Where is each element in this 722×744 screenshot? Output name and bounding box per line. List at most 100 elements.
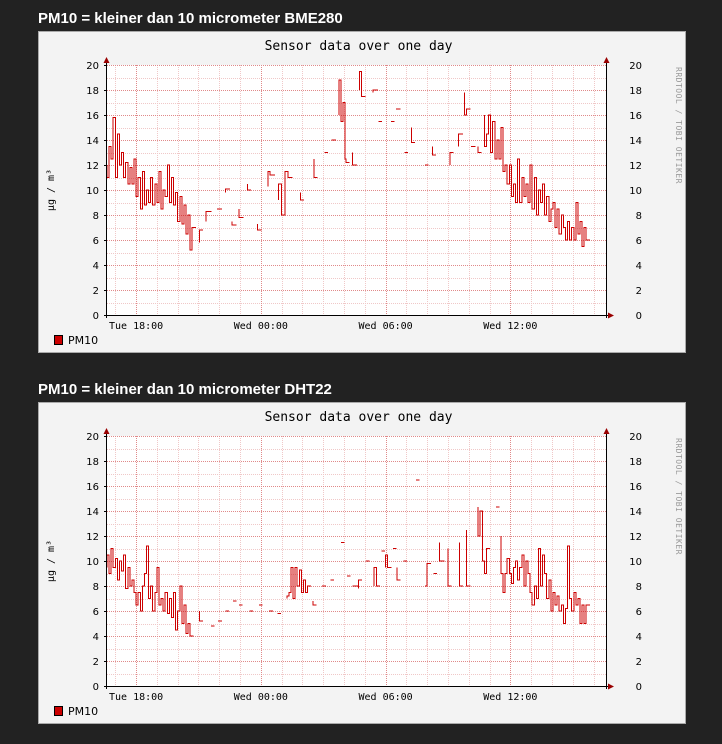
y-tick-left-20: 20 <box>86 61 99 72</box>
data-segment-18 <box>358 579 363 589</box>
data-segment-30 <box>477 146 482 153</box>
y-tick-right-8: 8 <box>636 582 642 593</box>
chart-2-heading: PM10 = kleiner dan 10 micrometer DHT22 <box>38 381 332 398</box>
plot-area <box>107 65 606 315</box>
chart-1-panel: Sensor data over one day 0 0 2 2 4 4 6 6 8 8 10 10 12… <box>38 31 686 353</box>
y-tick-right-6: 6 <box>636 236 642 247</box>
data-segment-17 <box>359 70 366 97</box>
y-tick-left-8: 8 <box>93 211 99 222</box>
y-tick-left-12: 12 <box>86 532 99 543</box>
y-tick-right-20: 20 <box>629 61 642 72</box>
y-axis-right-arrow <box>603 57 610 63</box>
data-segment-11 <box>299 192 304 201</box>
data-segment-15 <box>338 79 350 163</box>
y-tick-right-4: 4 <box>636 261 642 272</box>
y-tick-left-8: 8 <box>93 582 99 593</box>
y-tick-right-2: 2 <box>636 286 642 297</box>
x-axis-arrow <box>608 312 614 319</box>
legend-swatch-0 <box>54 335 63 345</box>
data-segment-7 <box>246 183 251 191</box>
data-segment-31 <box>483 114 590 247</box>
y-tick-left-16: 16 <box>86 111 99 122</box>
data-segment-11 <box>286 566 312 599</box>
data-segment-12 <box>312 601 317 606</box>
y-tick-right-12: 12 <box>629 532 642 543</box>
x-tick-label-1: Wed 00:00 <box>234 321 288 332</box>
watermark: RRDTOOL / TOBI OETIKER <box>674 438 683 555</box>
y-tick-left-10: 10 <box>86 186 99 197</box>
chart-svg: Sensor data over one day 0 0 2 2 4 4 6 6 8 8 10 10 12… <box>46 39 683 347</box>
legend-label-0: PM10 <box>68 705 98 718</box>
y-tick-right-16: 16 <box>629 482 642 493</box>
y-tick-left-18: 18 <box>86 457 99 468</box>
major-grid <box>107 436 606 686</box>
y-axis-label: µg / m³ <box>46 169 57 211</box>
data-segment-33 <box>477 507 490 574</box>
y-tick-right-8: 8 <box>636 211 642 222</box>
data-segment-22 <box>385 554 392 568</box>
chart-1-heading: PM10 = kleiner dan 10 micrometer BME280 <box>38 10 343 27</box>
data-segment-20 <box>373 566 380 587</box>
y-tick-left-18: 18 <box>86 86 99 97</box>
x-tick-label-2: Wed 06:00 <box>359 692 413 703</box>
y-tick-left-10: 10 <box>86 557 99 568</box>
y-tick-right-6: 6 <box>636 607 642 618</box>
y-axis-left-arrow <box>103 57 110 63</box>
data-segment-27 <box>457 133 463 147</box>
y-tick-right-4: 4 <box>636 632 642 643</box>
y-tick-right-12: 12 <box>629 161 642 172</box>
data-segment-8 <box>257 223 262 231</box>
data-segment-32 <box>466 529 471 587</box>
y-tick-left-2: 2 <box>93 286 99 297</box>
y-tick-right-10: 10 <box>629 186 642 197</box>
watermark: RRDTOOL / TOBI OETIKER <box>674 67 683 184</box>
y-tick-right-14: 14 <box>629 507 642 518</box>
data-segment-2 <box>205 210 212 222</box>
data-segment-31 <box>458 542 463 587</box>
y-tick-right-10: 10 <box>629 557 642 568</box>
x-tick-label-2: Wed 06:00 <box>359 321 413 332</box>
y-tick-right-14: 14 <box>629 136 642 147</box>
series-pm10 <box>106 479 590 637</box>
y-tick-left-4: 4 <box>93 632 99 643</box>
chart-svg: Sensor data over one day 0 0 2 2 4 4 6 6 8 8 10 10 12… <box>46 410 683 718</box>
series-pm10 <box>106 70 590 251</box>
y-axis-right-arrow <box>603 428 610 434</box>
data-segment-23 <box>411 127 416 143</box>
x-axis-arrow <box>608 683 614 690</box>
data-segment-1 <box>199 611 204 622</box>
y-tick-right-18: 18 <box>629 457 642 468</box>
y-tick-left-14: 14 <box>86 136 99 147</box>
data-segment-6 <box>238 208 244 218</box>
y-tick-left-14: 14 <box>86 507 99 518</box>
data-segment-24 <box>396 567 401 581</box>
y-tick-left-0: 0 <box>93 311 99 322</box>
data-segment-9 <box>267 170 275 187</box>
legend-label-0: PM10 <box>68 334 98 347</box>
data-segment-27 <box>425 563 431 587</box>
y-tick-left-6: 6 <box>93 236 99 247</box>
data-segment-35 <box>500 536 590 624</box>
y-tick-left-4: 4 <box>93 261 99 272</box>
y-tick-right-0: 0 <box>636 311 642 322</box>
y-tick-left-16: 16 <box>86 482 99 493</box>
chart-title: Sensor data over one day <box>265 410 453 425</box>
data-segment-16 <box>351 152 357 166</box>
y-tick-left-6: 6 <box>93 607 99 618</box>
y-tick-right-2: 2 <box>636 657 642 668</box>
x-tick-label-3: Wed 12:00 <box>483 692 537 703</box>
data-segment-12 <box>313 158 318 178</box>
y-tick-right-0: 0 <box>636 682 642 693</box>
data-segment-25 <box>431 146 436 156</box>
data-segment-18 <box>372 89 378 93</box>
data-segment-1 <box>199 229 204 243</box>
plot-area <box>107 436 606 686</box>
y-tick-right-18: 18 <box>629 86 642 97</box>
data-segment-28 <box>464 92 471 116</box>
data-segment-29 <box>439 542 445 562</box>
data-segment-0 <box>106 545 194 637</box>
data-segment-5 <box>231 221 237 226</box>
x-tick-label-0: Tue 18:00 <box>109 321 163 332</box>
data-segment-0 <box>106 117 196 251</box>
legend-swatch-0 <box>54 706 63 716</box>
